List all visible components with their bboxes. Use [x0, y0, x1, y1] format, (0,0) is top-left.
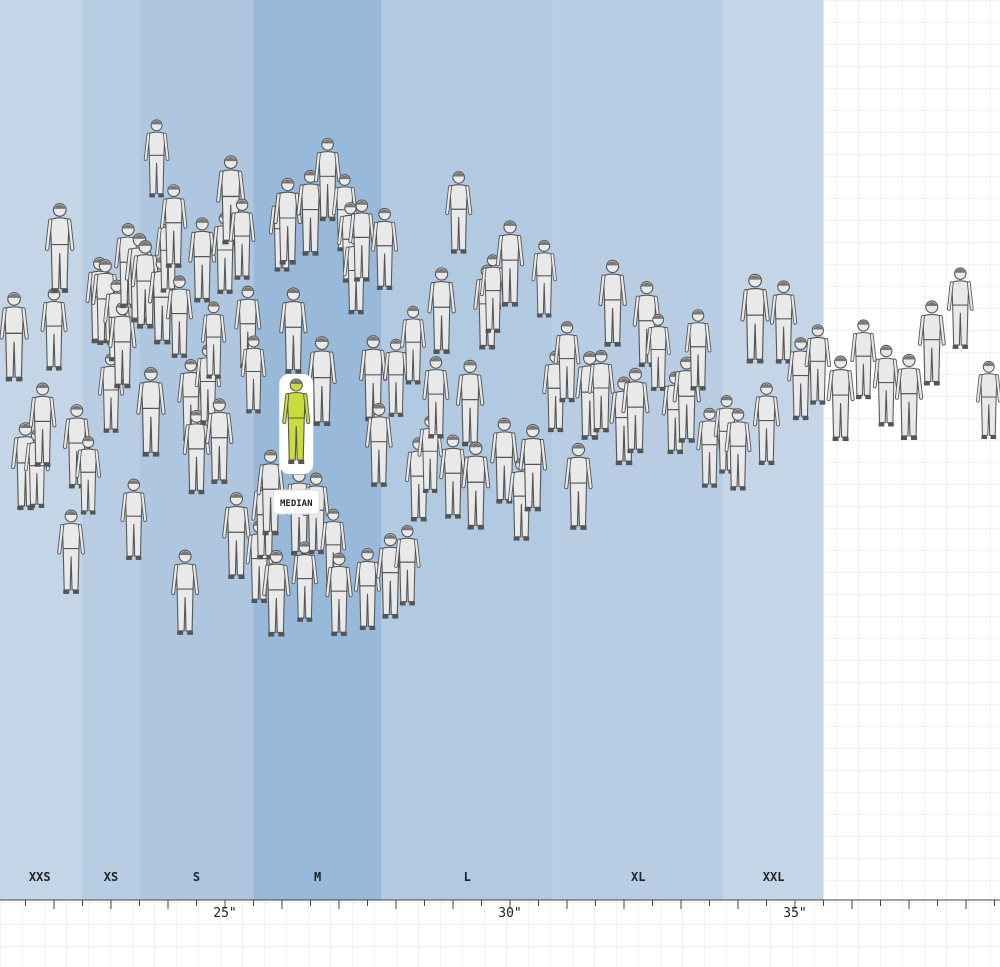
figure-mark: [228, 198, 256, 280]
size-band-label: XXL: [763, 870, 785, 884]
figure-mark: [57, 509, 85, 594]
figure-mark: [75, 436, 102, 515]
figure-mark: [205, 398, 234, 484]
figure-mark: [314, 137, 342, 222]
size-band-label: XL: [631, 870, 645, 884]
figure-mark: [108, 302, 137, 389]
x-axis: 25" 30" 35": [0, 899, 1000, 921]
figure-mark: [598, 259, 627, 347]
figure-mark: [296, 169, 325, 256]
figure-mark: [518, 424, 548, 512]
figure-mark: [455, 359, 485, 447]
figure-mark: [165, 275, 193, 358]
figure-mark: [461, 441, 491, 530]
figure-mark: [445, 171, 473, 254]
x-tick-label: 35": [783, 906, 806, 921]
figure-mark: [400, 305, 426, 385]
figure-mark: [427, 267, 456, 354]
figure-mark: [769, 280, 798, 364]
figure-mark: [894, 353, 924, 440]
figure-mark: [365, 403, 393, 487]
size-band-label: XXS: [29, 870, 51, 884]
figure-mark: [422, 356, 450, 439]
figure-mark: [262, 549, 291, 637]
figure-mark: [240, 335, 267, 414]
size-band-label: XS: [104, 870, 118, 884]
figure-mark: [564, 442, 593, 530]
figure-mark: [0, 292, 29, 382]
figure-mark: [752, 382, 781, 466]
size-band-m: [253, 0, 382, 900]
figure-mark: [256, 449, 285, 536]
figure-mark: [40, 287, 68, 371]
figure-mark: [740, 273, 770, 364]
figures-layer: [0, 119, 1000, 637]
x-tick-label: 25": [213, 906, 236, 921]
x-tick-label: 30": [498, 906, 521, 921]
figure-mark: [160, 184, 188, 268]
figure-mark: [143, 119, 170, 198]
size-band-label: S: [193, 870, 200, 884]
size-band-label: L: [464, 870, 471, 884]
size-bands: [0, 0, 824, 900]
median-label: MEDIAN: [280, 499, 313, 509]
figure-mark: [946, 267, 974, 349]
median-layer: MEDIAN: [272, 374, 320, 515]
figure-mark: [439, 434, 467, 519]
figure-mark: [587, 349, 615, 433]
figure-mark: [417, 415, 443, 493]
figure-mark: [696, 407, 723, 488]
figure-mark: [645, 313, 671, 391]
figure-mark: [480, 254, 506, 333]
median-figure: [282, 378, 311, 464]
size-band-labels: XXS XS S M L XL XXL: [29, 870, 785, 884]
figure-mark: [120, 478, 148, 560]
figure-mark: [222, 492, 251, 579]
figure-mark: [371, 207, 399, 290]
figure-mark: [325, 552, 353, 637]
figure-mark: [279, 287, 308, 374]
figure-mark: [291, 541, 318, 622]
figure-mark: [394, 524, 421, 606]
figure-mark: [724, 408, 752, 491]
figure-mark: [354, 547, 381, 631]
figure-mark: [531, 240, 557, 318]
figure-mark: [917, 300, 946, 386]
figure-mark: [130, 240, 160, 329]
figure-mark: [405, 437, 433, 522]
figure-mark: [804, 324, 831, 405]
figure-mark: [171, 549, 200, 635]
figure-mark: [495, 220, 525, 307]
figure-mark: [826, 355, 855, 442]
figure-mark: [621, 367, 650, 454]
size-band-label: M: [314, 870, 321, 884]
figure-mark: [553, 321, 581, 403]
figure-mark: [45, 203, 75, 293]
figure-mark: [200, 301, 227, 379]
figure-mark: [136, 367, 166, 457]
figure-mark: [975, 360, 1000, 440]
median-label-box: [272, 489, 320, 515]
figure-mark: [850, 319, 877, 400]
figure-mark: [28, 382, 57, 467]
figure-mark: [490, 417, 519, 504]
figure-mark: [684, 309, 712, 391]
